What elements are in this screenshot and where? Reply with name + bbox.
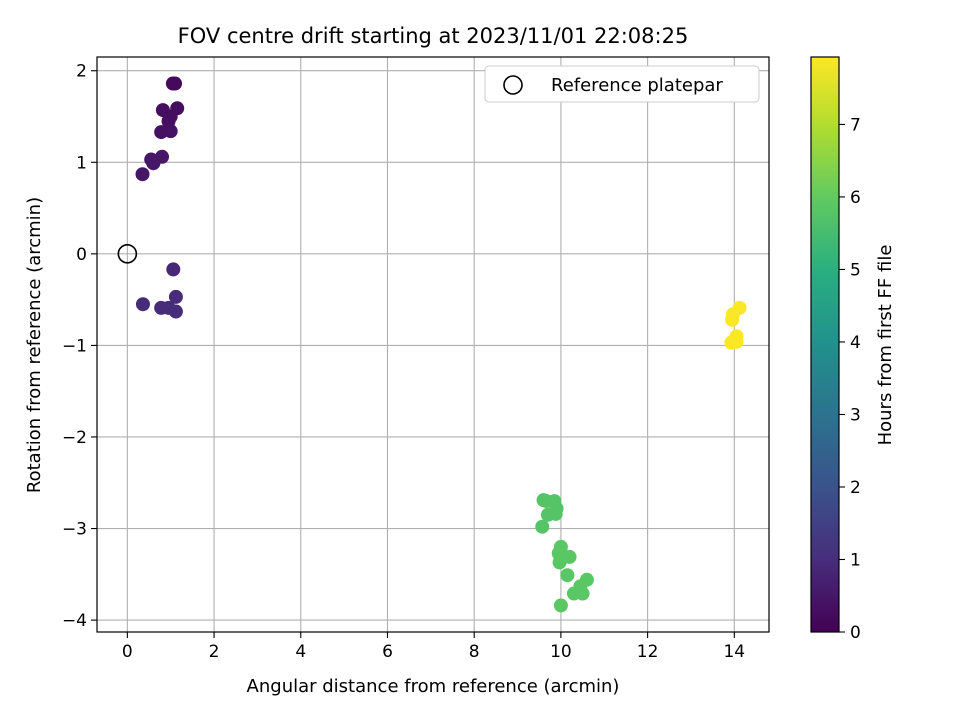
data-point [729, 334, 744, 349]
data-point [135, 167, 150, 182]
data-point [163, 124, 178, 139]
colorbar-tick-label: 6 [850, 188, 861, 208]
y-tick-label: 2 [76, 62, 87, 82]
y-tick-label: −4 [62, 611, 87, 631]
data-point [575, 586, 590, 601]
y-axis-label: Rotation from reference (arcmin) [24, 197, 45, 493]
legend: Reference platepar [484, 65, 760, 103]
colorbar-tick-label: 1 [850, 550, 861, 570]
data-point [553, 598, 568, 613]
data-point [560, 568, 575, 583]
colorbar-tick-label: 0 [850, 623, 861, 643]
data-point [166, 262, 181, 277]
data-point [168, 304, 183, 319]
x-axis-label: Angular distance from reference (arcmin) [247, 676, 620, 697]
y-tick-label: −3 [62, 520, 87, 540]
data-point [146, 156, 161, 171]
legend-box [484, 65, 760, 103]
data-point [548, 506, 563, 521]
x-tick-label: 6 [382, 642, 393, 662]
colorbar-ticks: 0 1 2 3 4 5 6 7 [839, 115, 861, 643]
reference-marker [117, 244, 138, 264]
x-tick-label: 2 [209, 642, 220, 662]
colorbar-label: Hours from first FF file [875, 245, 896, 446]
data-points [135, 76, 747, 613]
y-tick-label: −2 [62, 428, 87, 448]
data-point [535, 519, 550, 534]
data-point [552, 555, 567, 570]
legend-label: Reference platepar [551, 75, 723, 96]
colorbar-tick-label: 3 [850, 405, 861, 425]
data-point [725, 312, 740, 327]
colorbar-tick-label: 2 [850, 478, 861, 498]
colorbar-tick-label: 7 [850, 115, 861, 135]
colorbar-tick-label: 4 [850, 333, 861, 353]
y-tick-label: 0 [76, 245, 87, 265]
x-tick-label: 12 [637, 642, 659, 662]
y-tick-label: 1 [76, 153, 87, 173]
x-tick-label: 8 [469, 642, 480, 662]
chart-title: FOV centre drift starting at 2023/11/01 … [178, 24, 689, 48]
x-tick-label: 4 [295, 642, 306, 662]
colorbar-tick-label: 5 [850, 260, 861, 280]
x-tick-label: 10 [550, 642, 572, 662]
data-point [168, 76, 183, 91]
y-axis-ticks: −4 −3 −2 −1 0 1 2 [62, 62, 97, 631]
axes-frame [96, 56, 770, 633]
data-point [163, 109, 178, 124]
grid-lines [97, 57, 769, 632]
data-point [168, 289, 183, 304]
x-axis-ticks: 0 2 4 6 8 10 12 14 [122, 632, 745, 662]
legend-marker [503, 75, 523, 95]
y-tick-label: −1 [62, 336, 87, 356]
colorbar-gradient [810, 56, 840, 633]
x-tick-label: 14 [723, 642, 745, 662]
colorbar: 0 1 2 3 4 5 6 7 Hours from first FF file [810, 56, 896, 643]
x-tick-label: 0 [122, 642, 133, 662]
data-point [135, 297, 150, 312]
